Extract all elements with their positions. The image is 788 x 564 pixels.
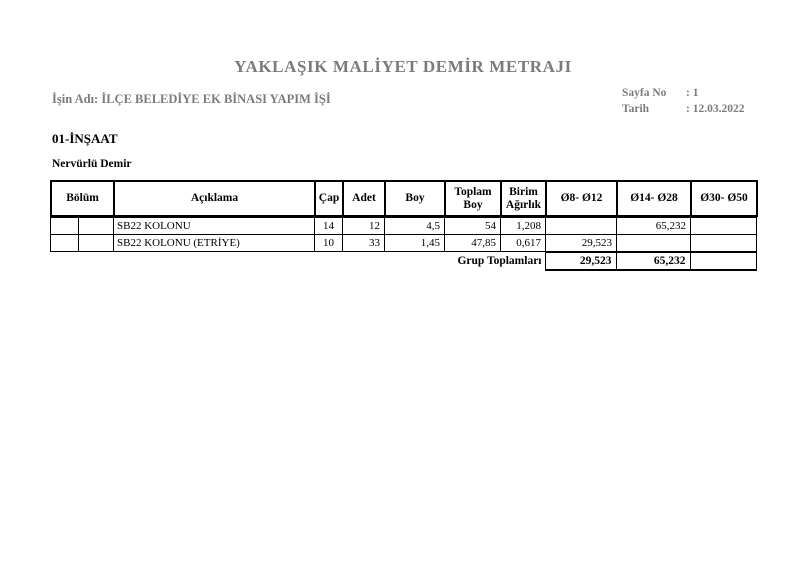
cell-bolum-spacer: [78, 234, 114, 252]
header-cell-o8-o12: Ø8- Ø12: [545, 180, 618, 217]
page-meta: Sayfa No : 1 Tarih : 12.03.2022: [622, 85, 744, 117]
cell-bolum-spacer: [78, 217, 114, 235]
cell-o30-o50: [690, 217, 757, 235]
total-o30-o50: [689, 252, 757, 271]
table-header: Bölüm Açıklama Çap Adet Boy Toplam Boy B…: [50, 180, 758, 217]
table-row: SB22 KOLONU 14 12 4,5 54 1,208 65,232: [50, 217, 757, 235]
total-o8-o12: 29,523: [544, 252, 617, 271]
header-cell-aciklama: Açıklama: [113, 180, 316, 217]
cell-boy: 4,5: [384, 217, 445, 235]
chapter-heading: 01-İNŞAAT: [52, 131, 118, 146]
cell-o8-o12: 29,523: [545, 234, 617, 252]
header-cell-o14-o28: Ø14- Ø28: [616, 180, 692, 217]
job-name-value: İLÇE BELEDİYE EK BİNASI YAPIM İŞİ: [101, 92, 331, 106]
cell-toplam-boy: 47,85: [444, 234, 501, 252]
page-title: YAKLAŞIK MALİYET DEMİR METRAJI: [234, 57, 572, 76]
cell-boy: 1,45: [384, 234, 445, 252]
date-row: Tarih : 12.03.2022: [622, 101, 744, 117]
cell-o30-o50: [690, 234, 757, 252]
header-cell-cap: Çap: [314, 180, 344, 217]
cell-o14-o28: [616, 234, 691, 252]
group-totals-row: Grup Toplamları 29,523 65,232: [50, 252, 757, 271]
page-number-label: Sayfa No: [622, 87, 667, 99]
job-name-line: İşin Adı: İLÇE BELEDİYE EK BİNASI YAPIM …: [52, 92, 331, 107]
table-row: SB22 KOLONU (ETRİYE) 10 33 1,45 47,85 0,…: [50, 234, 757, 252]
cell-adet: 33: [342, 234, 385, 252]
quantity-table: Bölüm Açıklama Çap Adet Boy Toplam Boy B…: [50, 180, 758, 271]
cell-toplam-boy: 54: [444, 217, 501, 235]
group-totals-label: Grup Toplamları: [457, 255, 542, 268]
header-cell-birim-agirlik: Birim Ağırlık: [500, 180, 547, 217]
cell-o8-o12: [545, 217, 617, 235]
cell-o14-o28: 65,232: [616, 217, 691, 235]
header-cell-adet: Adet: [342, 180, 386, 217]
table-body: SB22 KOLONU 14 12 4,5 54 1,208 65,232 SB…: [50, 217, 757, 252]
job-name-label: İşin Adı:: [52, 92, 99, 106]
cell-cap: 10: [314, 234, 343, 252]
header-cell-toplam-boy: Toplam Boy: [444, 180, 502, 217]
table-footer: Grup Toplamları 29,523 65,232: [50, 252, 757, 271]
header-cell-bolum: Bölüm: [50, 180, 115, 217]
cell-birim-agirlik: 1,208: [500, 217, 546, 235]
date-value: : 12.03.2022: [686, 103, 745, 115]
header-cell-o30-o50: Ø30- Ø50: [690, 180, 758, 217]
total-o14-o28: 65,232: [615, 252, 691, 271]
cell-cap: 14: [314, 217, 343, 235]
cell-bolum: [50, 234, 79, 252]
cell-bolum: [50, 217, 79, 235]
cell-aciklama: SB22 KOLONU: [113, 217, 315, 235]
date-label: Tarih: [622, 103, 650, 115]
page-number-row: Sayfa No : 1: [622, 85, 744, 101]
cell-aciklama: SB22 KOLONU (ETRİYE): [113, 234, 315, 252]
group-heading: Nervürlü Demir: [52, 158, 132, 170]
header-cell-boy: Boy: [384, 180, 446, 217]
cell-birim-agirlik: 0,617: [500, 234, 546, 252]
cell-adet: 12: [342, 217, 385, 235]
page-number-value: : 1: [686, 87, 699, 99]
